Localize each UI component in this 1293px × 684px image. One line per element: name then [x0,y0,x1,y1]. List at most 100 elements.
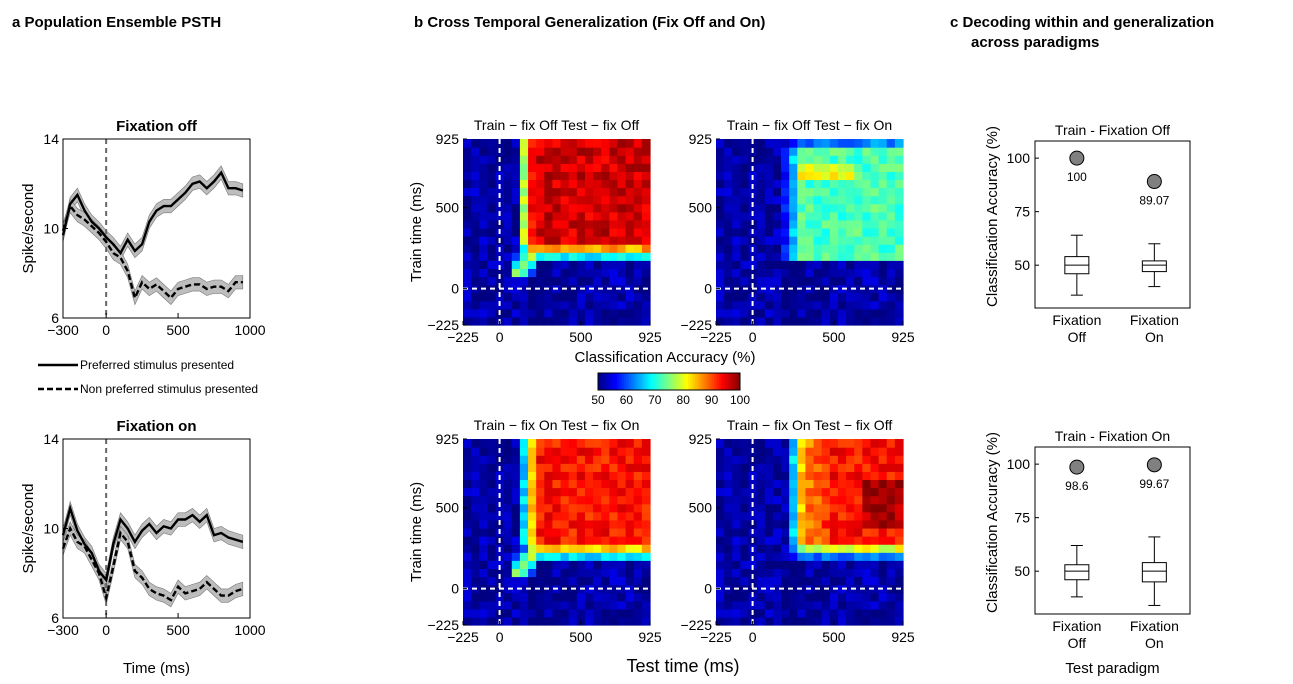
psth1-sem-band-0 [62,500,244,588]
boxplot0-ytick-label: 50 [1014,257,1030,273]
heatmap0-cell [511,276,521,286]
heatmap0-cell [641,211,651,221]
heatmap1-cell [854,244,863,253]
heatmap2-cell [593,527,602,537]
heatmap2-cell [519,608,529,618]
heatmap2-cell [552,519,562,529]
heatmap1-cell [870,244,880,253]
heatmap1-cell [805,316,815,326]
heatmap0-cell [568,163,578,172]
heatmap2-cell [511,527,521,537]
heatmap2-cell [609,544,619,553]
heatmap3-cell [805,455,815,464]
heatmap1-cell [797,195,807,205]
heatmap0-cell [617,284,627,294]
heatmap1-cell [756,316,766,326]
heatmap2-cell [601,511,610,521]
heatmap1-cell [772,171,782,181]
heatmap2-cell [519,463,529,472]
heatmap2-cell [641,495,651,505]
heatmap1-cell [772,260,782,269]
heatmap1-ytick-label: −225 [680,317,712,333]
boxplot1-ytick-label: 100 [1007,456,1031,472]
heatmap2-cell [576,463,586,472]
heatmap2-cell [503,592,513,602]
heatmap3-cell [724,600,733,610]
heatmap2-cell [519,592,529,602]
heatmap3-cell [740,592,750,602]
colorbar-segment [690,373,694,390]
heatmap1-cell [805,300,815,310]
heatmap1-cell [886,203,896,213]
heatmap2-cell [536,503,545,513]
heatmap0-cell [601,300,610,310]
heatmap1-cell [846,155,855,164]
heatmap3-cell [764,471,774,481]
heatmap0-cell [471,147,480,156]
heatmap0-ytick-label: 0 [451,281,459,297]
colorbar-segment [699,373,703,390]
heatmap0-cell [609,155,619,164]
heatmap2-cell [576,560,586,569]
heatmap2-cell [576,552,586,561]
heatmap3-cell [821,455,831,464]
heatmap1-cell [781,284,790,294]
heatmap3-cell [813,616,823,626]
heatmap3-cell [837,495,847,505]
heatmap0-cell [552,252,562,261]
heatmap3-cell [878,495,888,505]
heatmap1-cell [789,179,798,189]
heatmap3-cell [846,495,855,505]
heatmap2-cell [463,439,472,448]
heatmap2-cell [633,511,643,521]
heatmap3-cell [772,471,782,481]
heatmap3-cell [805,527,815,537]
heatmap0-cell [503,195,513,205]
heatmap1-cell [732,236,741,245]
heatmap3-cell [894,552,904,561]
heatmap3-cell [846,463,855,472]
heatmap3-cell [805,439,815,448]
heatmap2-cell [463,487,472,497]
heatmap3-cell [740,463,750,472]
heatmap1-cell [724,292,733,302]
heatmap0-cell [609,203,619,213]
heatmap1-cell [886,139,896,148]
heatmap2-cell [503,536,513,545]
heatmap3-cell [797,600,807,610]
heatmap2-cell [528,447,537,456]
heatmap1-cell [724,139,733,148]
heatmap0-cell [471,292,480,302]
heatmap3-cell [821,576,831,586]
heatmap2-cell [633,479,643,489]
heatmap0-cell [511,211,521,221]
heatmap2-ytick-label: 500 [436,500,460,516]
heatmap2-cell [503,616,513,626]
heatmap0-cell [560,179,570,189]
heatmap1-cell [846,195,855,205]
heatmap2-cell [584,487,594,497]
heatmap0-cell [641,195,651,205]
heatmap2-cell [625,519,635,529]
heatmap1-cell [805,195,815,205]
heatmap2-cell [641,511,651,521]
heatmap1-cell [772,284,782,294]
heatmap1-cell [846,268,855,278]
heatmap2-cell [544,608,554,618]
heatmap1-cell [740,155,750,164]
heatmap0-cell [593,316,602,326]
heatmap2-cell [560,455,570,464]
heatmap1-cell [789,236,798,245]
heatmap1-cell [837,179,847,189]
heatmap1-cell [740,195,750,205]
heatmap3-cell [732,527,741,537]
heatmap3-cell [894,439,904,448]
heatmap2-cell [479,552,488,561]
heatmap2-cell [479,568,488,578]
heatmap3-cell [813,592,823,602]
psth1-xtick-label: 500 [166,622,190,638]
heatmap0-cell [487,179,497,189]
heatmap0-cell [633,292,643,302]
heatmap0-cell [617,300,627,310]
boxplot0-box-1 [1141,260,1167,273]
